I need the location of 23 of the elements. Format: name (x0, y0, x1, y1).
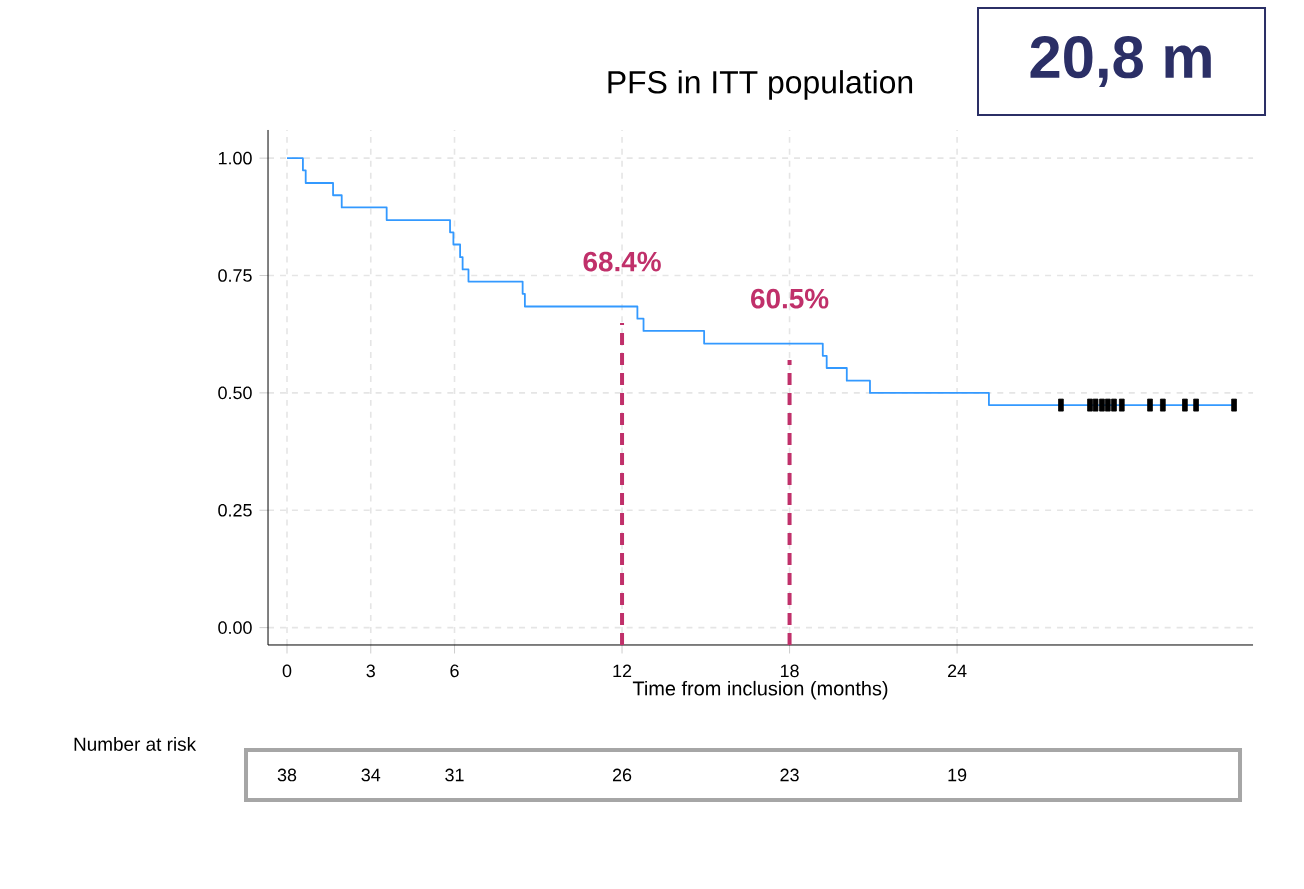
x-axis-title: Time from inclusion (months) (632, 680, 888, 700)
x-tick-label: 3 (366, 664, 375, 678)
annotation: 68.4% (583, 251, 661, 272)
y-tick-label: 0.50 (218, 386, 252, 400)
text: 19 (948, 768, 967, 782)
text: 31 (445, 768, 464, 782)
chart-title: PFS in ITT population (608, 70, 913, 100)
text: 20,8 m (1030, 35, 1211, 87)
x-tick-label: 12 (613, 664, 632, 678)
x-tick-label: 6 (450, 664, 459, 678)
y-tick-label: 0.75 (218, 269, 252, 282)
text: 38 (277, 768, 297, 782)
x-tick-label: 24 (948, 664, 967, 678)
x-tick-label: 18 (780, 664, 799, 678)
text: Number at risk (74, 737, 197, 751)
text: 34 (361, 768, 381, 782)
text: 26 (612, 768, 632, 782)
y-tick-label: 0.00 (218, 621, 252, 634)
x-tick-label: 0 (282, 664, 292, 678)
text: 23 (780, 768, 799, 782)
y-tick-label: 1.00 (218, 151, 252, 165)
annotation: 60.5% (751, 288, 829, 309)
y-tick-label: 0.25 (218, 503, 252, 517)
